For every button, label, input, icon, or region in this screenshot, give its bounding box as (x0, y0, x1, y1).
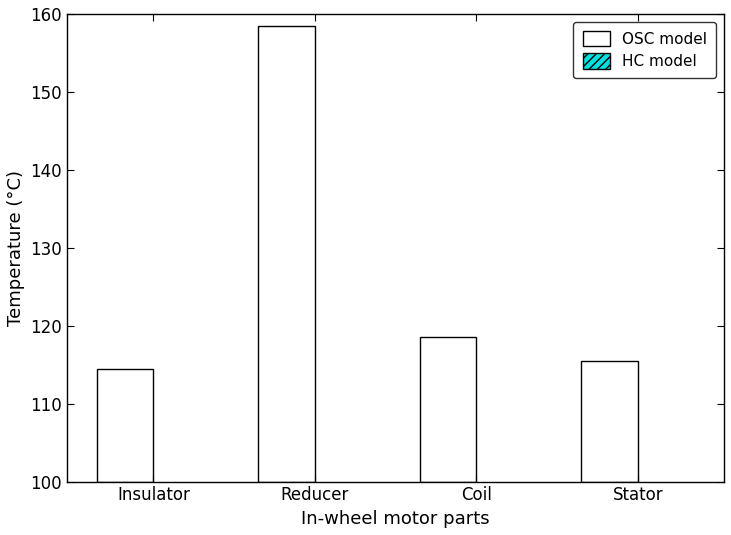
Bar (420, 338, 477, 482)
Bar (97, 369, 154, 482)
Bar (581, 361, 637, 482)
Legend: OSC model, HC model: OSC model, HC model (573, 21, 716, 78)
X-axis label: In-wheel motor parts: In-wheel motor parts (301, 510, 490, 528)
Bar (258, 26, 315, 482)
Y-axis label: Temperature (°C): Temperature (°C) (7, 170, 25, 326)
